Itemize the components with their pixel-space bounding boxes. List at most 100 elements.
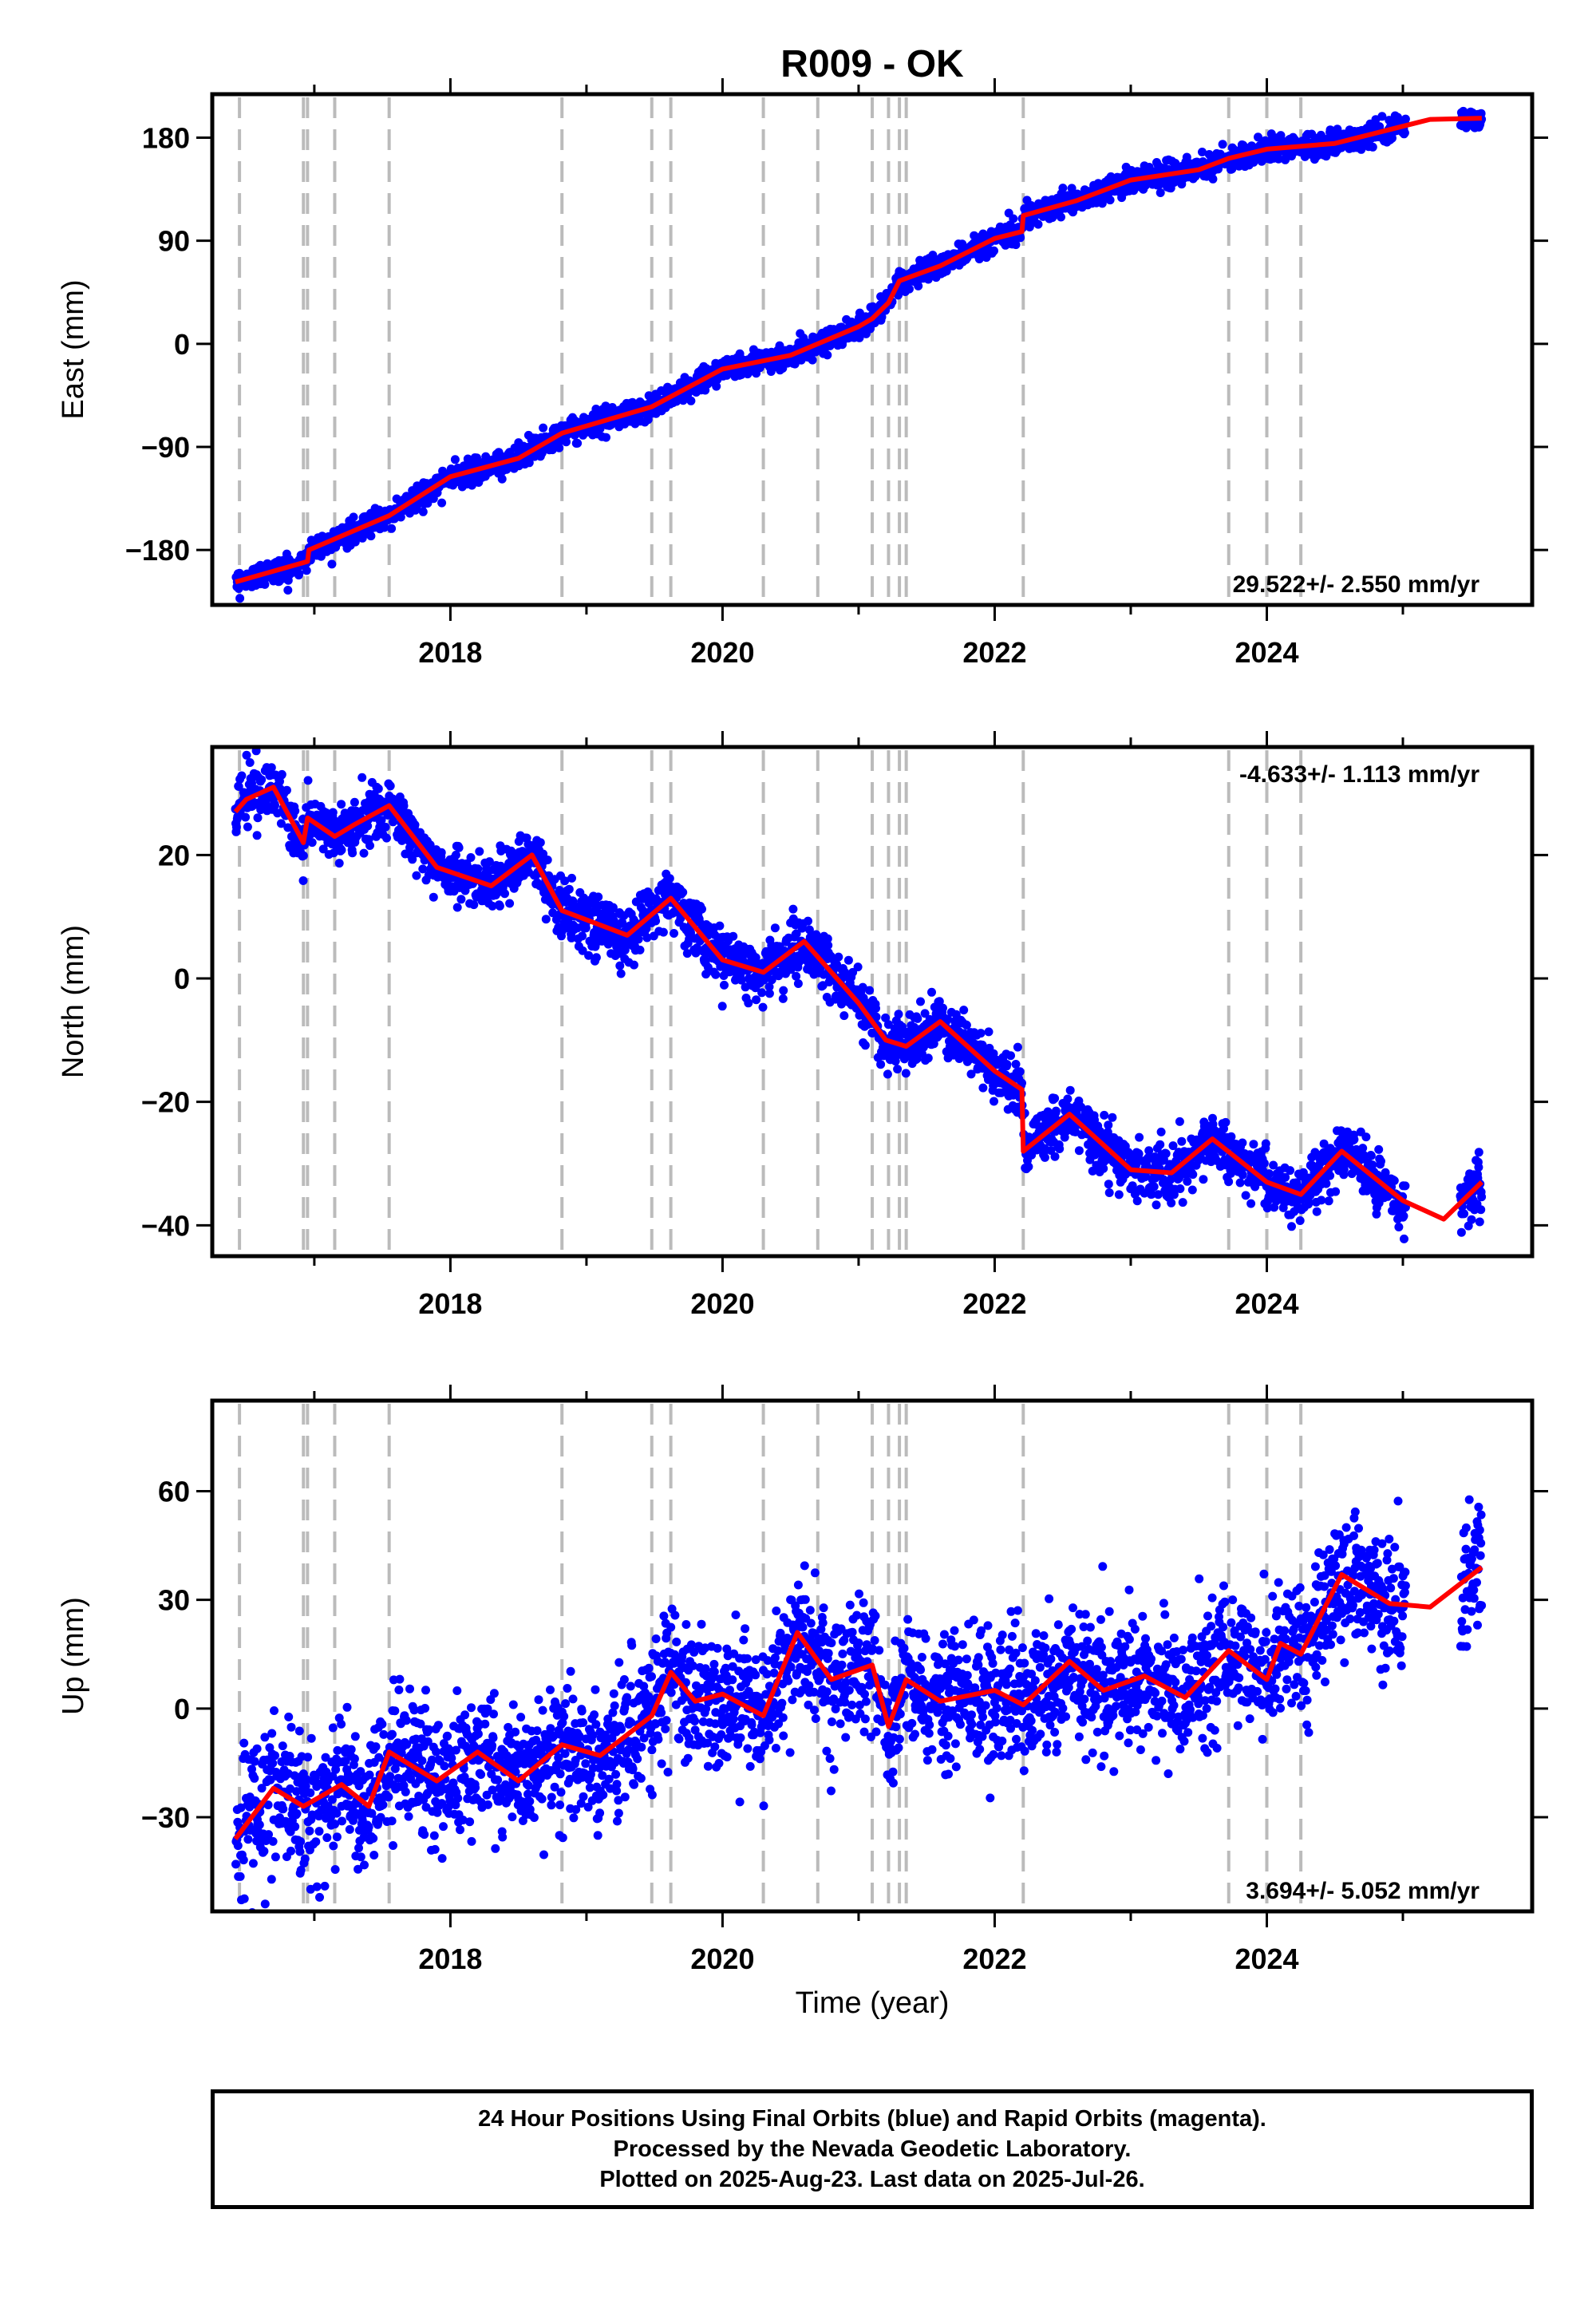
data-point	[737, 975, 746, 985]
data-point	[1108, 1113, 1117, 1122]
data-point	[475, 847, 484, 856]
data-point	[327, 559, 337, 569]
data-point	[276, 819, 286, 828]
data-point	[751, 953, 760, 962]
data-point	[853, 962, 863, 972]
data-point	[456, 895, 466, 904]
data-point	[423, 499, 433, 508]
data-point	[1156, 188, 1165, 197]
data-point	[839, 1011, 849, 1021]
data-point	[234, 782, 243, 791]
data-point	[665, 874, 674, 883]
data-point	[505, 899, 515, 908]
model-fit-line	[235, 116, 1482, 585]
data-point	[584, 951, 594, 960]
data-point	[894, 1010, 903, 1019]
data-point	[1105, 196, 1115, 205]
data-point	[387, 524, 397, 533]
data-point	[539, 423, 548, 433]
data-point	[792, 971, 801, 981]
y-tick-label: 90	[158, 225, 190, 258]
data-point	[294, 569, 304, 579]
data-point	[658, 927, 668, 937]
data-point	[1104, 1120, 1113, 1130]
data-point	[578, 931, 587, 941]
data-point	[271, 800, 279, 810]
data-point	[711, 970, 721, 979]
y-axis-label: East (mm)	[57, 279, 90, 419]
data-point	[744, 998, 753, 1008]
data-point	[1011, 240, 1021, 250]
data-point	[1100, 1110, 1109, 1120]
data-point	[752, 995, 761, 1005]
data-point	[524, 458, 534, 468]
data-point	[1099, 1164, 1108, 1173]
data-point	[373, 784, 383, 793]
data-point	[252, 831, 262, 840]
data-point	[1016, 233, 1025, 243]
data-point	[450, 455, 460, 464]
data-point	[245, 758, 255, 767]
data-point	[277, 769, 286, 779]
data-point	[630, 960, 638, 970]
data-point	[298, 876, 308, 885]
data-point	[916, 997, 925, 1006]
data-point	[943, 1014, 953, 1024]
data-point	[451, 850, 460, 860]
data-point	[1114, 1190, 1124, 1199]
data-point	[298, 851, 308, 860]
data-point	[539, 849, 548, 859]
data-point	[990, 1097, 998, 1106]
data-point	[469, 900, 479, 910]
data-point	[770, 923, 780, 933]
data-point	[1274, 154, 1283, 164]
data-point	[1074, 1146, 1084, 1156]
data-point	[591, 953, 601, 962]
data-points-east	[231, 106, 1487, 603]
data-point	[914, 281, 923, 290]
data-point	[867, 1029, 877, 1037]
data-point	[824, 941, 833, 950]
data-point	[823, 350, 832, 360]
data-point	[307, 838, 317, 848]
x-tick-label: 2022	[962, 636, 1026, 669]
data-point	[267, 763, 276, 773]
data-point	[484, 857, 494, 867]
data-point	[615, 961, 625, 970]
data-point	[581, 923, 591, 933]
x-tick-label: 2024	[1235, 636, 1298, 669]
data-point	[823, 934, 832, 943]
data-point	[767, 975, 776, 985]
data-point	[1040, 1152, 1049, 1162]
data-point	[358, 773, 367, 782]
data-point	[1024, 1162, 1033, 1172]
data-point	[670, 929, 678, 938]
x-tick-label: 2020	[690, 636, 754, 669]
data-point	[697, 904, 706, 914]
data-point	[282, 785, 291, 795]
data-point	[548, 908, 558, 918]
data-point	[562, 437, 571, 447]
data-point	[905, 284, 914, 294]
data-point	[934, 997, 944, 1006]
rate-label: 29.522+/- 2.550 mm/yr	[1233, 571, 1480, 598]
data-point	[920, 1009, 930, 1018]
data-point	[1058, 184, 1068, 193]
data-point	[729, 931, 738, 941]
data-point	[793, 979, 803, 988]
data-point	[365, 841, 374, 850]
data-point	[382, 833, 391, 843]
data-point	[686, 396, 696, 405]
data-point	[990, 246, 998, 255]
data-point	[976, 1029, 986, 1038]
data-point	[843, 955, 853, 965]
data-point	[567, 933, 576, 943]
data-point	[260, 579, 270, 589]
data-point	[488, 901, 497, 911]
data-point	[758, 1002, 768, 1012]
data-point	[454, 843, 464, 852]
data-point	[757, 988, 767, 998]
data-point	[497, 474, 507, 484]
data-point	[1051, 1106, 1061, 1116]
